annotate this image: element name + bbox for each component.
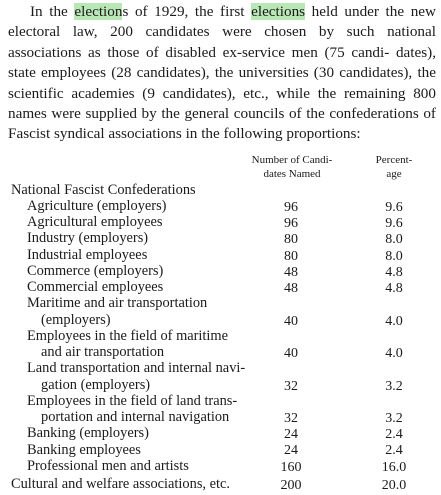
text-span: following proportions:: [223, 125, 361, 143]
row-label: Industrial employees: [27, 246, 148, 263]
row-label: Employees in the field of land trans-: [27, 392, 238, 409]
text-span: of the confederations of Fascist syndica…: [8, 105, 436, 143]
row-count: 80: [284, 248, 298, 264]
row-count: 32: [284, 378, 298, 394]
row-count: 96: [284, 199, 298, 215]
text-span: dates), state employees (28 candidates),…: [8, 43, 437, 82]
row-label: Commerce (employers): [27, 262, 164, 279]
row-count: 160: [280, 459, 302, 475]
row-count: 24: [284, 427, 298, 443]
row-label: Professional men and artists: [27, 457, 189, 474]
row-percentage: 9.6: [385, 199, 403, 215]
row-label-continued: gation (employers): [41, 376, 151, 393]
row-percentage: 9.6: [385, 216, 403, 232]
section-title: National Fascist Confederations: [11, 182, 196, 198]
text-span: In the: [30, 3, 75, 20]
row-label: Industry (employers): [27, 230, 149, 247]
row-label: Banking employees: [27, 441, 141, 458]
row-label: Agriculture (employers): [27, 198, 167, 214]
row-label-continued: (employers): [41, 311, 111, 328]
column-header-percentage: Percent- age: [364, 153, 424, 181]
row-count: 96: [284, 216, 298, 232]
row-label: Employees in the field of maritime: [27, 327, 229, 344]
row-percentage: 8.0: [385, 232, 403, 248]
footer-row-count: 200: [280, 478, 302, 493]
header-line: Percent-: [375, 154, 413, 166]
text-span: s of 1929, the first: [122, 3, 252, 20]
row-percentage: 8.0: [385, 248, 403, 264]
row-percentage: 3.2: [385, 378, 403, 394]
row-count: 40: [284, 313, 298, 329]
text-span: associations as those of disabled ex-ser…: [8, 43, 390, 61]
row-label-continued: and air transportation: [41, 344, 165, 361]
row-percentage: 2.4: [385, 427, 403, 443]
row-count: 48: [284, 264, 298, 280]
row-count: 24: [284, 443, 298, 459]
row-percentage: 4.8: [385, 264, 403, 280]
row-label: Banking (employers): [27, 425, 149, 442]
row-percentage: 2.4: [385, 443, 403, 459]
row-percentage: 16.0: [381, 459, 407, 475]
header-line: age: [386, 168, 402, 180]
row-percentage: 4.8: [385, 281, 403, 297]
row-percentage: 3.2: [385, 411, 403, 426]
row-count: 80: [284, 232, 298, 248]
text-span: candidates), the scientific academies (9…: [8, 64, 436, 102]
row-count: 32: [284, 411, 298, 426]
footer-row-label: Cultural and welfare associations, etc.: [11, 476, 230, 492]
row-percentage: 4.0: [385, 346, 403, 362]
row-percentage: 4.0: [385, 313, 403, 329]
footer-row-percentage: 20.0: [381, 478, 407, 493]
row-label: Agricultural employees: [27, 214, 163, 231]
text-span: held under the new: [305, 3, 436, 20]
row-count: 40: [284, 346, 298, 362]
header-line: dates Named: [263, 168, 321, 180]
highlighted-term: election: [74, 3, 123, 20]
column-header-count: Number of Candi- dates Named: [238, 153, 346, 181]
text-span: electoral law, 200 candidates were chose…: [8, 23, 436, 41]
row-label-continued: portation and internal navigation: [41, 409, 230, 426]
row-count: 48: [284, 281, 298, 297]
header-line: Number of Candi-: [251, 154, 333, 166]
row-label: Maritime and air transportation: [27, 295, 208, 312]
row-label: Commercial employees: [27, 279, 164, 296]
highlighted-term: elections: [251, 3, 306, 20]
intro-paragraph: In the elections of 1929, the first elec…: [8, 2, 436, 145]
text-span: the remaining 800 names were supplied by…: [8, 84, 436, 123]
row-label: Land transportation and internal navi-: [27, 360, 246, 377]
